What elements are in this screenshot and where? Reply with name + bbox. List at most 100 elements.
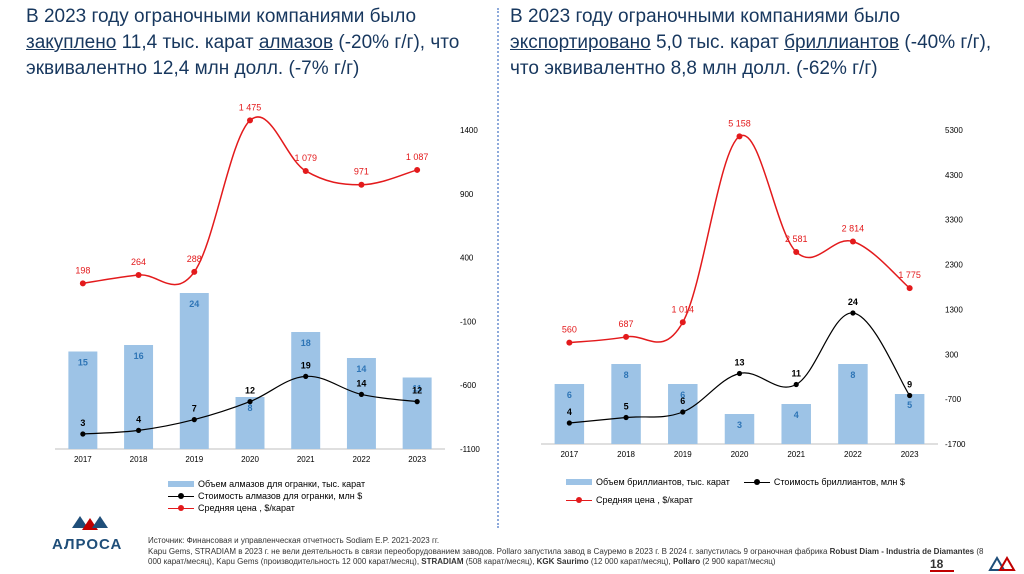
value-data-label: 4 xyxy=(136,414,141,424)
value-point xyxy=(247,399,253,405)
value-point xyxy=(135,427,142,433)
price-point xyxy=(849,238,856,245)
price-line xyxy=(82,116,418,286)
left-chart-legend: Объем алмазов для огранки, тыс. карат Ст… xyxy=(168,478,365,514)
bar-value-label: 11 xyxy=(412,384,422,394)
bar-value-label: 14 xyxy=(356,364,366,374)
left-headline-part2: 11,4 тыс. карат xyxy=(116,32,259,53)
value-data-label: 12 xyxy=(245,386,255,396)
y2-tick-label: -1100 xyxy=(460,445,480,454)
footnote-fragment: запустила завод в Сауремо в 2023 г. В 20… xyxy=(521,546,830,556)
y2-tick-label: 2300 xyxy=(945,261,963,270)
legend-item-value: Стоимость бриллиантов, млн $ xyxy=(743,476,905,488)
page-number: 18 xyxy=(930,557,944,571)
price-data-label: 5 158 xyxy=(728,118,751,128)
price-point xyxy=(679,319,686,326)
left-headline-underlined1: закуплено xyxy=(26,32,117,53)
price-data-label: 1 775 xyxy=(898,270,921,280)
value-point xyxy=(80,431,86,437)
price-point xyxy=(302,167,309,174)
x-tick-label: 2020 xyxy=(241,455,259,464)
price-point xyxy=(623,333,630,340)
bar-value-label: 24 xyxy=(189,299,199,309)
source-note: Источник: Финансовая и управленческая от… xyxy=(148,536,988,568)
left-headline-underlined2: алмазов xyxy=(258,32,334,53)
footnote-fragment: Robust Diam - Industria de Diamantes xyxy=(829,546,975,556)
right-headline: В 2023 году ограночными компаниями было … xyxy=(510,4,1010,82)
value-point xyxy=(303,373,309,379)
bar xyxy=(554,384,585,444)
x-tick-label: 2017 xyxy=(560,450,578,459)
price-point xyxy=(135,271,142,278)
x-tick-label: 2023 xyxy=(901,450,919,459)
legend-label: Стоимость бриллиантов, млн $ xyxy=(773,477,905,487)
legend-line-swatch xyxy=(168,492,194,500)
value-data-label: 12 xyxy=(412,386,422,396)
footnote-fragment: Pollaro xyxy=(672,557,701,566)
legend-item-price: Средняя цена , $/карат xyxy=(566,494,905,506)
bar-value-label: 6 xyxy=(567,390,572,400)
bar-value-label: 18 xyxy=(301,338,311,348)
corner-logo-icon xyxy=(988,556,1016,571)
footnote-fragment: (8 000 карат/месяц), Kapu Gems (производ… xyxy=(148,546,984,567)
value-data-label: 6 xyxy=(680,396,685,406)
y2-tick-label: 900 xyxy=(460,190,474,199)
price-data-label: 1 079 xyxy=(294,153,317,163)
x-tick-label: 2018 xyxy=(130,455,148,464)
bar xyxy=(724,414,755,444)
y2-tick-label: -100 xyxy=(460,317,477,326)
legend-item-bar: Объем алмазов для огранки, тыс. карат xyxy=(168,478,365,490)
x-tick-label: 2019 xyxy=(185,455,203,464)
right-headline-underlined2: бриллиантов xyxy=(784,32,900,53)
price-point xyxy=(793,248,800,255)
bar-value-label: 8 xyxy=(624,370,629,380)
bar xyxy=(291,332,321,449)
right-headline-part1: В 2023 году ограночными компаниями было xyxy=(510,6,901,27)
price-data-label: 1 475 xyxy=(239,102,262,112)
bar-value-label: 15 xyxy=(78,358,88,368)
x-tick-label: 2022 xyxy=(844,450,862,459)
value-point xyxy=(907,392,913,399)
legend-line-swatch xyxy=(566,496,592,504)
value-data-label: 4 xyxy=(567,407,572,417)
legend-label: Объем алмазов для огранки, тыс. карат xyxy=(198,479,366,489)
value-data-label: 13 xyxy=(734,358,744,368)
value-data-label: 5 xyxy=(624,402,629,412)
value-point xyxy=(358,391,365,397)
y2-tick-label: 5300 xyxy=(945,126,963,135)
right-headline-part2: 5,0 тыс. карат xyxy=(650,32,785,53)
price-data-label: 288 xyxy=(187,254,202,264)
footnote-fragment: Pollaro xyxy=(496,546,522,556)
price-data-label: 971 xyxy=(354,167,369,177)
legend-bar-swatch xyxy=(566,479,592,485)
bar-value-label: 4 xyxy=(794,410,799,420)
footnote-fragment: STRADIAM xyxy=(421,557,464,566)
bar xyxy=(402,377,432,449)
price-point xyxy=(736,133,743,140)
x-tick-label: 2021 xyxy=(787,450,805,459)
y2-tick-label: -600 xyxy=(460,381,477,390)
price-data-label: 560 xyxy=(562,325,577,335)
legend-bar-swatch xyxy=(168,481,194,487)
value-data-label: 14 xyxy=(356,378,366,388)
legend-item-price: Средняя цена , $/карат xyxy=(168,502,365,514)
value-data-label: 24 xyxy=(848,297,858,307)
price-point xyxy=(906,285,913,292)
alrosa-logo-icon xyxy=(72,516,108,530)
footnote-fragment: (508 карат/месяц), xyxy=(463,557,537,566)
x-tick-label: 2021 xyxy=(297,455,315,464)
bar-value-label: 5 xyxy=(907,400,912,410)
y2-tick-label: 4300 xyxy=(945,171,963,180)
right-chart-legend: Объем бриллиантов, тыс. карат Стоимость … xyxy=(566,476,905,506)
right-headline-part3: (-40% г/г), что эквивалентно 8,8 млн дол… xyxy=(510,32,992,79)
legend-item-value: Стоимость алмазов для огранки, млн $ xyxy=(168,490,365,502)
price-point xyxy=(191,268,198,275)
left-headline: В 2023 году ограночными компаниями было … xyxy=(26,4,494,82)
value-point xyxy=(850,310,856,316)
left-headline-part3: (-20% г/г), что эквивалентно 12,4 млн до… xyxy=(26,32,460,79)
value-data-label: 3 xyxy=(80,418,85,428)
footnote-fragment: (2 900 карат/месяц) xyxy=(700,557,776,566)
price-point xyxy=(247,117,253,124)
price-data-label: 1 087 xyxy=(406,152,429,162)
